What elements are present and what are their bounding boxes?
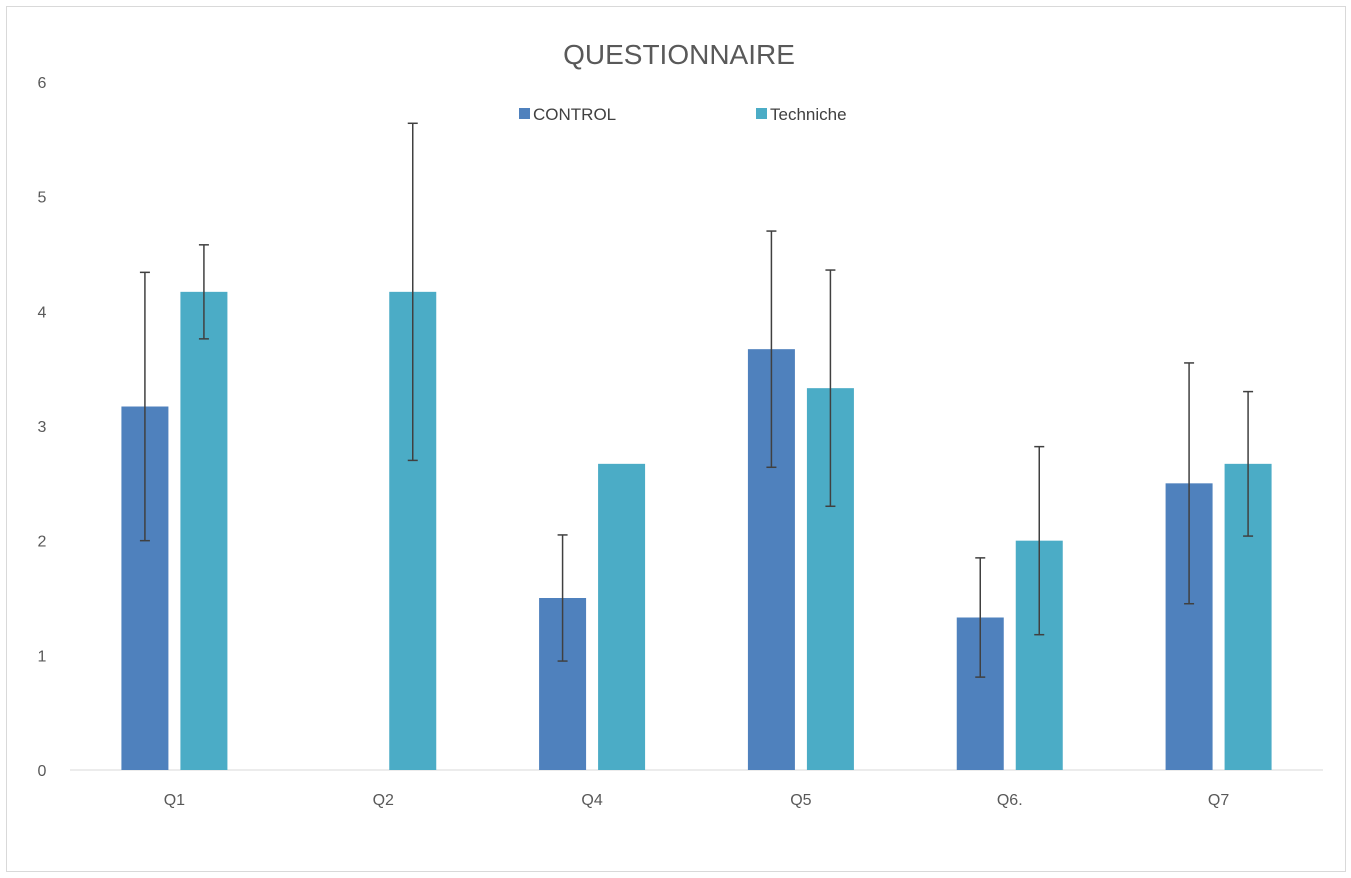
error-bar	[1184, 362, 1195, 605]
axis-layer: 0 1 2 3 4 5 6 Q1 Q2 Q4 Q5 Q6. Q7	[38, 75, 1323, 809]
x-tick-label: Q5	[790, 792, 811, 809]
error-bar	[975, 557, 986, 678]
error-bar	[1034, 445, 1045, 636]
error-bar	[825, 269, 836, 508]
y-tick-label: 3	[38, 419, 47, 436]
error-bar	[139, 271, 150, 542]
legend: CONTROL Techniche	[519, 105, 847, 124]
error-bar	[1243, 390, 1254, 537]
x-tick-label: Q1	[164, 792, 185, 809]
y-tick-label: 1	[38, 648, 47, 665]
error-bars-layer	[139, 122, 1254, 678]
legend-item-techniche: Techniche	[756, 105, 847, 124]
legend-item-control: CONTROL	[519, 105, 616, 124]
x-tick-label: Q4	[581, 792, 602, 809]
y-tick-label: 0	[38, 763, 47, 780]
error-bar	[557, 534, 568, 662]
error-bar	[407, 122, 418, 462]
legend-swatch	[756, 108, 767, 119]
legend-label: CONTROL	[533, 105, 616, 124]
legend-swatch	[519, 108, 530, 119]
chart-frame	[6, 6, 1346, 872]
y-tick-label: 6	[38, 75, 47, 92]
x-tick-label: Q2	[373, 792, 394, 809]
legend-label: Techniche	[770, 105, 847, 124]
bar-techniche-q1	[180, 291, 228, 770]
error-bar	[198, 244, 209, 340]
error-bar	[766, 230, 777, 469]
bars-layer	[121, 291, 1272, 770]
y-tick-label: 5	[38, 190, 47, 207]
x-tick-label: Q6.	[997, 792, 1023, 809]
x-tick-label: Q7	[1208, 792, 1229, 809]
y-tick-label: 2	[38, 534, 47, 551]
bar-techniche-q4	[598, 463, 646, 770]
chart-title: QUESTIONNAIRE	[563, 39, 795, 70]
y-tick-label: 4	[38, 304, 47, 321]
